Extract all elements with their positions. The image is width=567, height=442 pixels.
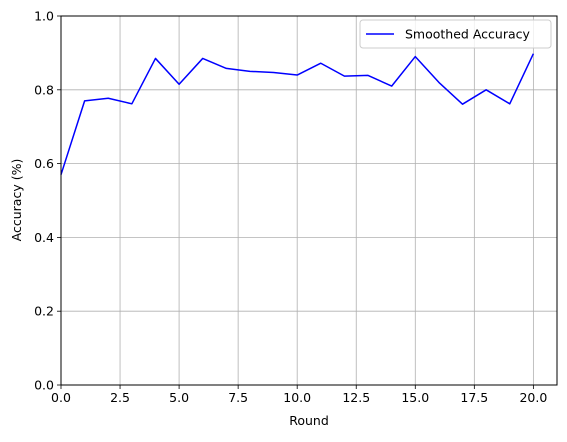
y-tick-label: 0.2	[34, 304, 54, 319]
y-axis-label: Accuracy (%)	[9, 159, 24, 242]
x-tick-label: 10.0	[283, 390, 311, 405]
axes-frame	[60, 15, 558, 386]
y-tick-label: 0.4	[34, 230, 54, 245]
y-tick-label: 1.0	[34, 9, 54, 24]
ticks: 0.0 2.5 5.0 7.5 10.0 12.5 15.0 17.5 20.0 0.0 0.2 0.…	[34, 9, 547, 406]
x-axis-label: Round	[289, 413, 329, 428]
x-tick-label: 15.0	[401, 390, 429, 405]
legend-label: Smoothed Accuracy	[405, 27, 530, 42]
x-tick-label: 2.5	[110, 390, 130, 405]
y-tick-label: 0.6	[34, 156, 54, 171]
x-tick-label: 12.5	[342, 390, 370, 405]
x-tick-label: 20.0	[519, 390, 547, 405]
legend: Smoothed Accuracy	[359, 19, 552, 49]
series-layer	[60, 53, 535, 175]
y-tick-label: 0.8	[34, 82, 54, 97]
x-tick-label: 5.0	[169, 390, 189, 405]
y-tick-label: 0.0	[34, 378, 54, 393]
grid	[60, 15, 557, 386]
legend-box	[359, 19, 552, 49]
x-tick-label: 7.5	[228, 390, 248, 405]
series-line	[60, 53, 535, 175]
x-tick-label: 0.0	[51, 390, 71, 405]
x-tick-label: 17.5	[460, 390, 488, 405]
